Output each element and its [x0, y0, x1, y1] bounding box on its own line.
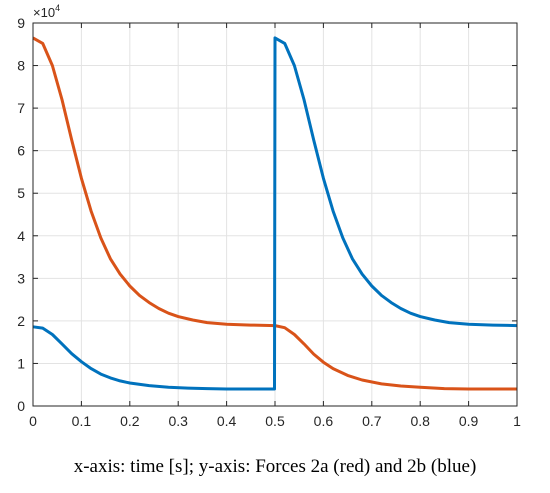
y-exponent-label: ×104 [33, 3, 60, 20]
y-tick-label: 8 [17, 58, 25, 74]
y-tick-label: 4 [17, 228, 25, 244]
x-tick-label: 0.3 [168, 413, 188, 429]
x-tick-label: 0.6 [314, 413, 334, 429]
y-tick-label: 7 [17, 100, 25, 116]
series-group [32, 36, 518, 391]
y-tick-label: 5 [17, 185, 25, 201]
figure-caption: x-axis: time [s]; y-axis: Forces 2a (red… [73, 456, 477, 477]
x-tick-label: 0.7 [362, 413, 382, 429]
y-tick-labels: 0 1 2 3 4 5 6 7 8 9 [17, 15, 25, 414]
ticks [32, 22, 518, 407]
y-exponent-power: 4 [55, 3, 60, 13]
series-red-line [32, 36, 517, 391]
y-tick-label: 0 [17, 398, 25, 414]
x-tick-label: 0.2 [120, 413, 140, 429]
x-tick-labels: 0 0.1 0.2 0.3 0.4 0.5 0.6 0.7 0.8 0.9 1 [29, 413, 521, 429]
x-tick-label: 0.8 [410, 413, 430, 429]
y-exponent-base: ×10 [33, 5, 55, 20]
y-tick-label: 2 [17, 313, 25, 329]
y-tick-label: 3 [17, 270, 25, 286]
y-tick-label: 1 [17, 355, 25, 371]
y-tick-label: 9 [17, 15, 25, 31]
y-tick-label: 6 [17, 143, 25, 159]
x-tick-label: 0.1 [72, 413, 92, 429]
x-tick-label: 1 [513, 413, 521, 429]
x-tick-label: 0 [29, 413, 37, 429]
x-tick-label: 0.9 [459, 413, 479, 429]
x-tick-label: 0.5 [265, 413, 285, 429]
series-blue-line [32, 36, 518, 391]
x-tick-label: 0.4 [217, 413, 237, 429]
